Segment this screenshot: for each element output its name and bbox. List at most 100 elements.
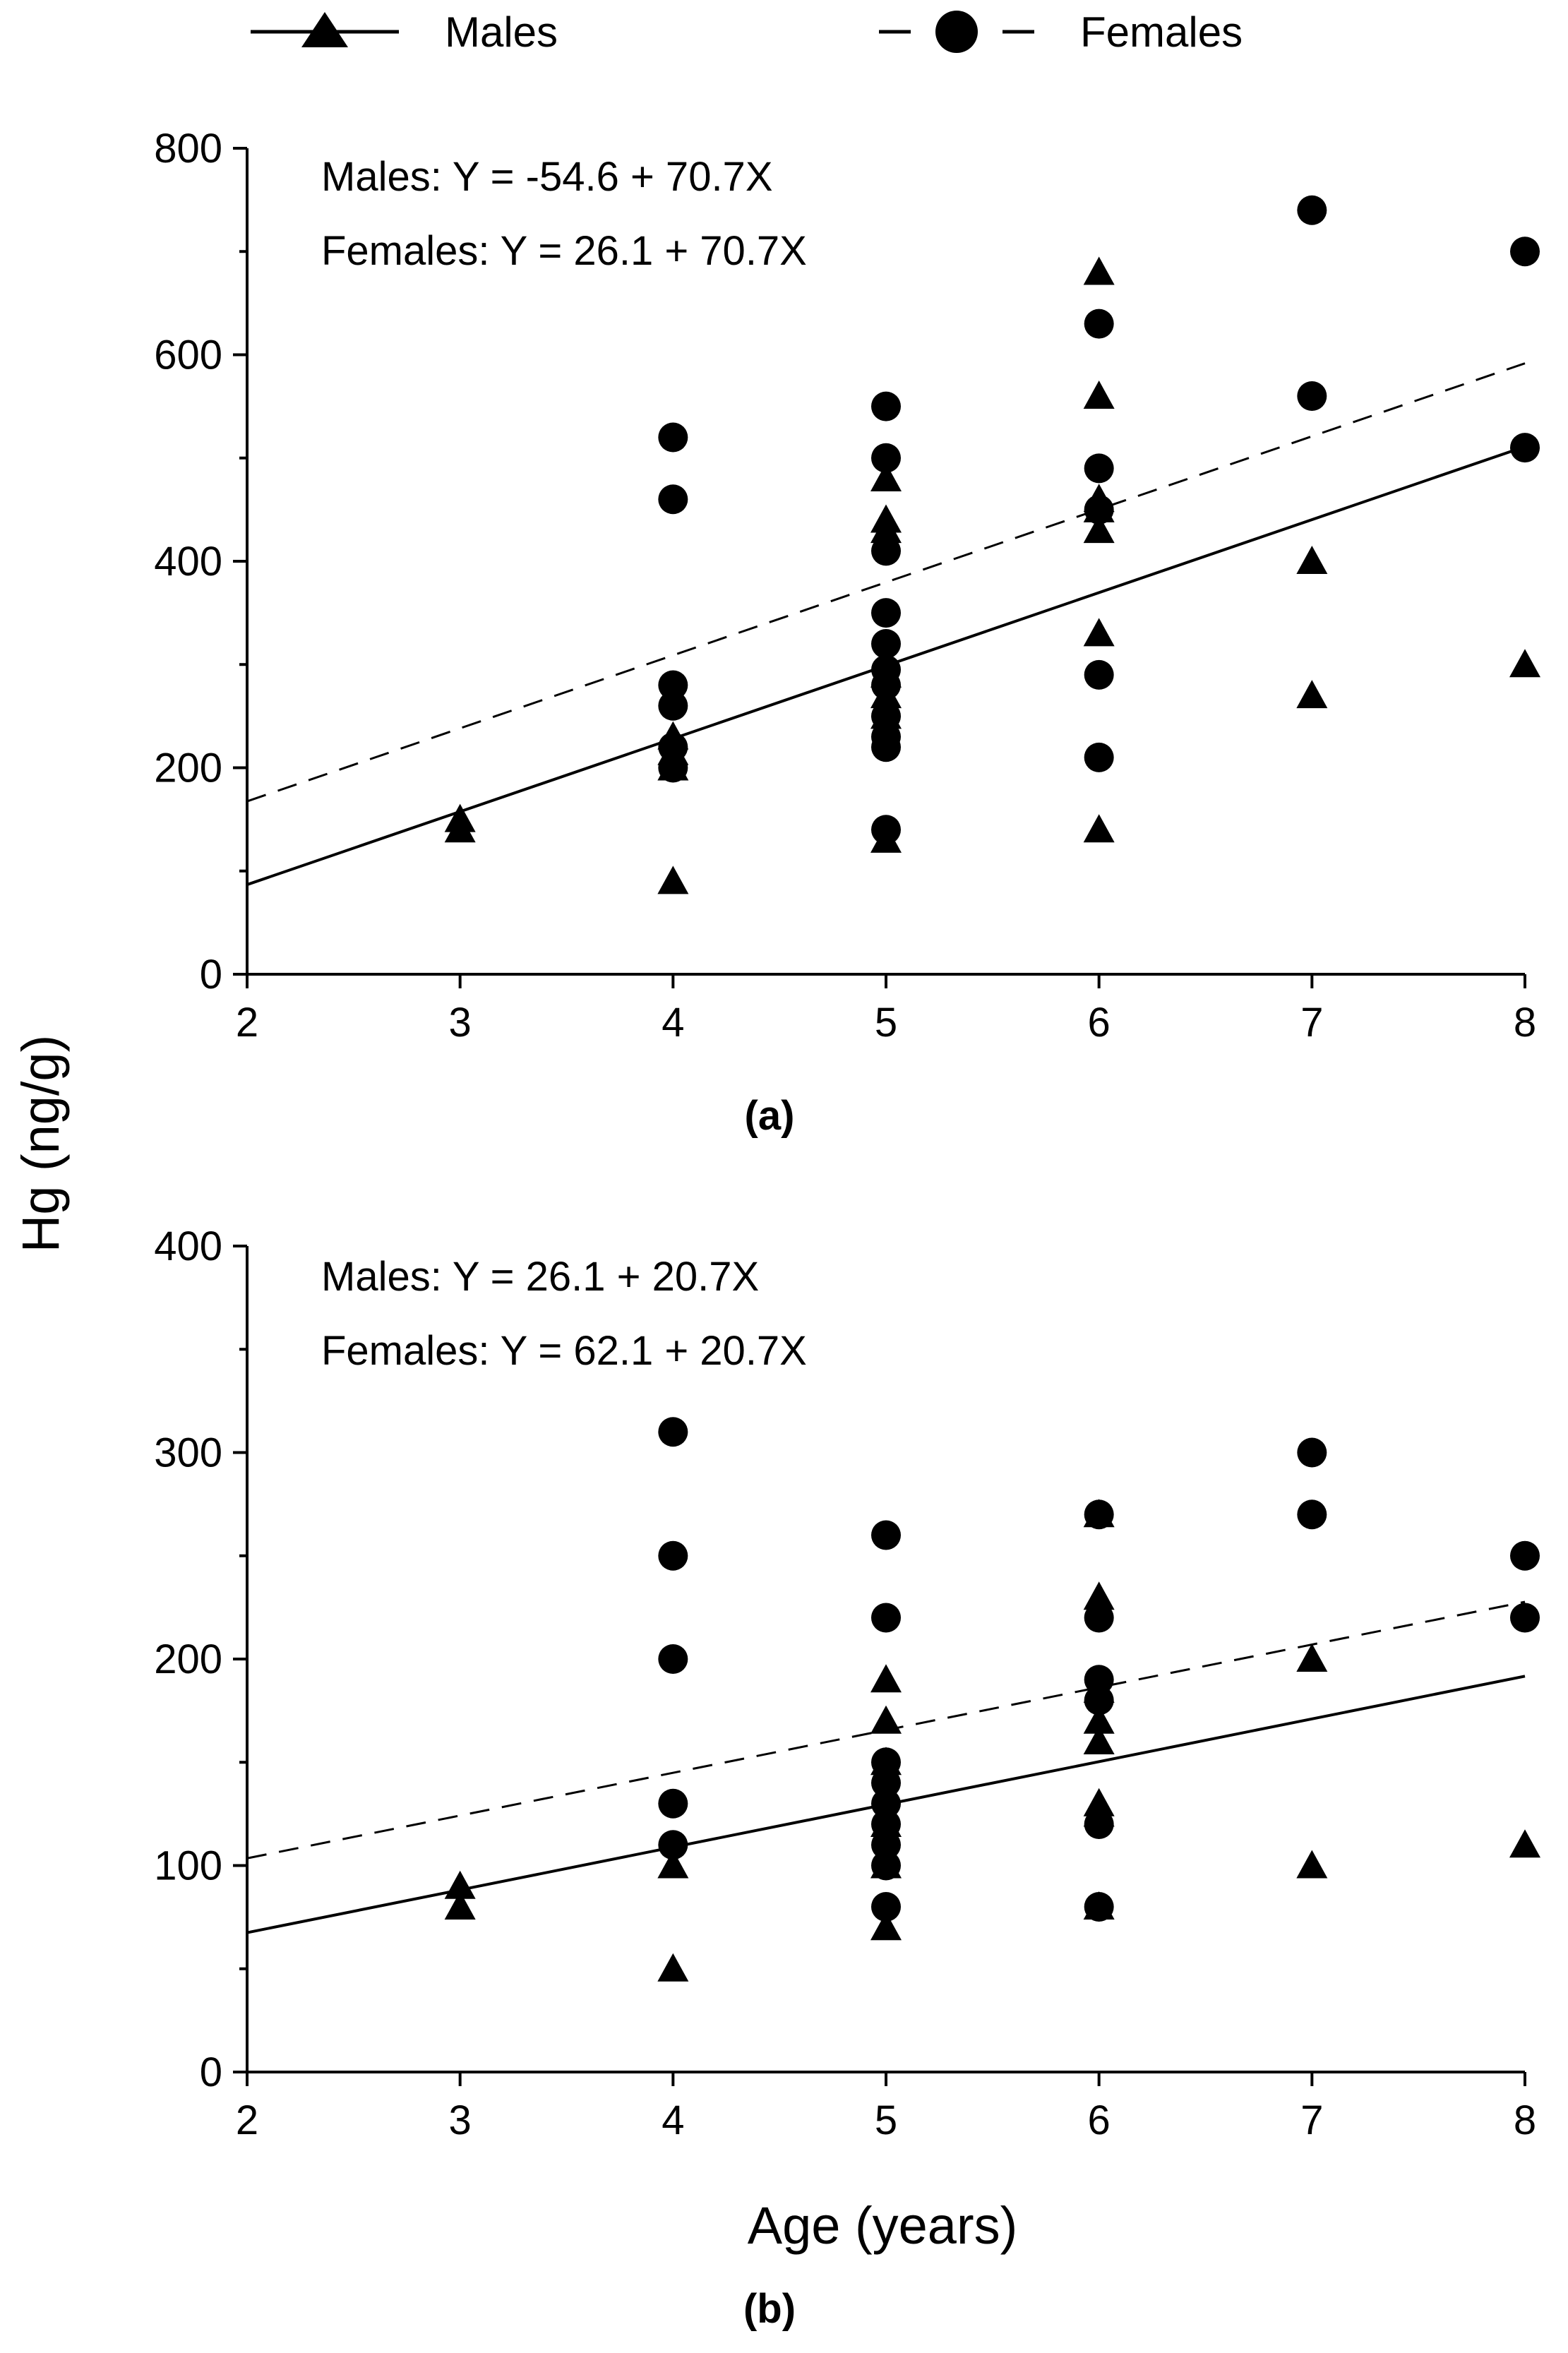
panel-a-male-point xyxy=(1083,814,1115,843)
panel-a-female-point xyxy=(871,722,901,752)
legend-males-triangle-icon xyxy=(301,12,348,47)
panel-a-female-point xyxy=(1084,453,1114,484)
panel-a-y-tick-label: 600 xyxy=(154,333,222,378)
panel-a-male-point xyxy=(1083,381,1115,409)
panel-b-male-point xyxy=(1296,1850,1328,1879)
panel-b-x-ticks: 2 3 4 5 6 7 8 xyxy=(236,2072,1536,2143)
panel-a-x-ticks: 2 3 4 5 6 7 8 xyxy=(236,974,1536,1046)
panel-a-markers xyxy=(444,195,1540,894)
panel-a-female-point xyxy=(658,484,688,515)
panel-b-y-tick-label: 0 xyxy=(200,2049,222,2095)
panel-a-female-point xyxy=(1084,494,1114,525)
panel-a-male-point xyxy=(1083,515,1115,544)
panel-a-male-point xyxy=(1083,618,1115,647)
panel-b-female-point xyxy=(1084,1499,1114,1530)
legend-males-label: Males xyxy=(445,8,558,56)
panel-b-female-point xyxy=(871,1830,901,1860)
panel-a-x-tick-label: 2 xyxy=(236,1000,258,1046)
panel-b-female-point xyxy=(871,1892,901,1922)
panel-b-female-point xyxy=(658,1644,688,1674)
panel-b-x-tick-label: 7 xyxy=(1300,2097,1323,2143)
panel-b-female-point xyxy=(871,1603,901,1633)
panel-a-female-point xyxy=(871,629,901,659)
panel-a-x-tick-label: 4 xyxy=(662,1000,684,1046)
panel-a-x-tick-label: 7 xyxy=(1300,1000,1323,1046)
panel-b-y-tick-label: 200 xyxy=(154,1636,222,1682)
panel-b: 0 100 200 300 400 2 3 4 5 6 7 8 Males: Y = 26.1 + … xyxy=(154,1223,1540,2332)
panel-a-female-point xyxy=(658,753,688,783)
panel-a-male-point xyxy=(1509,649,1540,678)
panel-b-female-point xyxy=(1084,1809,1114,1839)
panel-a-female-point xyxy=(1297,195,1327,225)
panel-a-male-point xyxy=(1296,546,1328,575)
panel-b-male-point xyxy=(1296,1643,1328,1672)
panel-b-female-point xyxy=(1510,1603,1540,1633)
panel-b-x-tick-label: 8 xyxy=(1514,2097,1536,2143)
panel-a-female-point xyxy=(658,670,688,700)
panel-a-y-tick-label: 0 xyxy=(200,952,222,998)
panel-b-male-point xyxy=(870,1912,902,1941)
panel-b-female-point xyxy=(658,1830,688,1860)
panel-b-male-point xyxy=(1509,1829,1540,1858)
panel-b-males-equation: Males: Y = 26.1 + 20.7X xyxy=(321,1254,759,1300)
panel-a-male-point xyxy=(870,463,902,492)
panel-a-male-point xyxy=(444,803,476,832)
panel-a-female-point xyxy=(1510,433,1540,463)
panel-a: 0 200 400 600 800 2 3 4 5 6 7 8 Males: Y = -54.6 +… xyxy=(154,126,1540,1139)
panel-a-female-point xyxy=(871,391,901,421)
x-axis-title: Age (years) xyxy=(748,2196,1017,2255)
panel-b-female-point xyxy=(1084,1685,1114,1716)
panel-b-markers xyxy=(444,1417,1540,1982)
panel-b-females-equation: Females: Y = 62.1 + 20.7X xyxy=(321,1328,807,1374)
y-axis-title: Hg (ng/g) xyxy=(11,1035,70,1252)
panel-b-female-point xyxy=(871,1850,901,1881)
panel-b-female-point xyxy=(871,1768,901,1798)
panel-b-female-point xyxy=(658,1540,688,1571)
panel-b-x-tick-label: 6 xyxy=(1088,2097,1111,2143)
panel-a-x-tick-label: 8 xyxy=(1514,1000,1536,1046)
panel-a-y-tick-label: 200 xyxy=(154,746,222,791)
panel-b-male-point xyxy=(444,1891,476,1920)
panel-b-male-point xyxy=(444,1870,476,1899)
panel-a-female-point xyxy=(871,701,901,731)
legend-females-circle-icon xyxy=(935,11,978,53)
panel-b-female-point xyxy=(1297,1499,1327,1530)
panel-a-female-point xyxy=(1084,309,1114,339)
panel-b-male-point xyxy=(657,1953,689,1982)
legend: Males Females xyxy=(251,8,1243,56)
panel-b-x-tick-label: 2 xyxy=(236,2097,258,2143)
panel-b-y-ticks: 0 100 200 300 400 xyxy=(154,1223,247,2095)
panel-a-female-point xyxy=(871,443,901,473)
panel-b-x-tick-label: 3 xyxy=(449,2097,472,2143)
panel-b-female-point xyxy=(658,1788,688,1819)
panel-a-female-point xyxy=(1084,742,1114,772)
panel-a-male-point xyxy=(870,504,902,533)
panel-b-female-point xyxy=(871,1747,901,1778)
panel-a-y-tick-label: 400 xyxy=(154,539,222,585)
panel-b-female-point xyxy=(1297,1437,1327,1468)
panel-a-female-point xyxy=(871,598,901,628)
panel-a-males-equation: Males: Y = -54.6 + 70.7X xyxy=(321,154,773,200)
panel-a-female-point xyxy=(1084,659,1114,690)
panel-a-females-equation: Females: Y = 26.1 + 70.7X xyxy=(321,228,807,274)
panel-a-male-point xyxy=(657,866,689,894)
panel-a-male-point xyxy=(1296,680,1328,709)
panel-a-female-point xyxy=(871,536,901,566)
panel-b-label: (b) xyxy=(743,2286,796,2332)
panel-a-female-point xyxy=(871,654,901,685)
panel-b-female-point xyxy=(1084,1665,1114,1695)
panel-a-y-tick-label: 800 xyxy=(154,126,222,172)
panel-a-label: (a) xyxy=(745,1093,795,1139)
panel-b-male-point xyxy=(870,1664,902,1693)
panel-b-male-point xyxy=(870,1705,902,1734)
panel-b-male-point xyxy=(1083,1581,1115,1610)
panel-a-x-tick-label: 5 xyxy=(875,1000,897,1046)
panel-b-male-point xyxy=(1083,1705,1115,1734)
panel-a-female-point xyxy=(1510,237,1540,267)
panel-b-male-point xyxy=(1083,1726,1115,1755)
panel-b-female-point xyxy=(871,1520,901,1550)
panel-a-female-point xyxy=(658,422,688,453)
panel-b-male-point xyxy=(1083,1788,1115,1816)
